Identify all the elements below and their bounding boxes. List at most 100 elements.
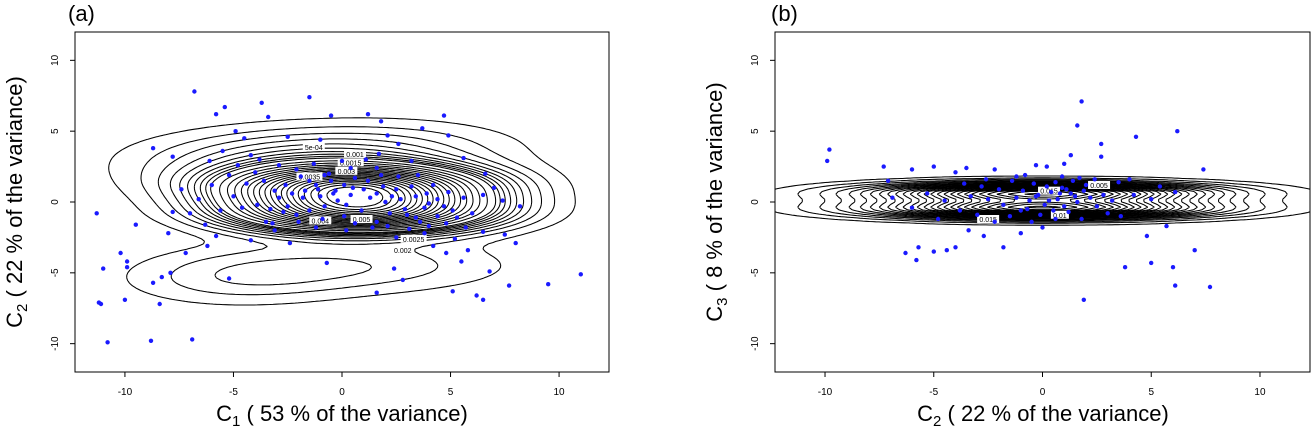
panel-b-data-point: [1127, 177, 1132, 182]
panel-a-data-point: [370, 225, 375, 230]
panel-a-data-point: [389, 194, 395, 199]
panel-b-data-point: [1022, 172, 1028, 178]
panel-b-y-tick-label: 10: [750, 54, 761, 66]
panel-b-contour-label-0: 0.005: [1090, 183, 1108, 190]
panel-a-contour-level-9: [210, 157, 497, 234]
panel-b-data-point: [1207, 284, 1213, 290]
panel-b-data-point: [1079, 99, 1084, 104]
panel-a-data-point: [289, 191, 295, 196]
panel-a-contour-label-bg-8: [391, 246, 414, 255]
panel-b-data-point: [964, 165, 969, 171]
panel-b-data-point: [944, 248, 949, 253]
panel-b-y-tick-label: -10: [750, 336, 761, 351]
panel-a-data-point: [344, 202, 349, 207]
panel-b-data-point: [1175, 129, 1180, 134]
panel-a-data-point: [409, 184, 414, 189]
panel-b-x-tick-label: 5: [1148, 387, 1154, 398]
panel-a-data-point: [170, 154, 175, 159]
panel-b-data-point: [992, 167, 997, 172]
panel-a-data-point: [348, 165, 353, 171]
panel-a-data-point: [402, 206, 408, 212]
panel-b-data-point: [1170, 265, 1176, 270]
panel-a-data-point: [242, 136, 247, 141]
panel-b-data-point: [1075, 199, 1080, 205]
panel-a-data-point: [150, 280, 156, 285]
panel-b-data-point: [903, 250, 908, 256]
panel-a-data-point: [506, 283, 512, 288]
panel-a-data-point: [385, 133, 390, 138]
panel-a-data-point: [313, 225, 319, 230]
panel-b-data-point: [981, 233, 986, 239]
panel-b-data-point: [1092, 177, 1097, 182]
panel-b-data-point: [1014, 174, 1019, 179]
panel-b-data-point: [1044, 184, 1050, 189]
panel-a-data-point: [359, 208, 364, 213]
panel-a-data-point: [378, 172, 384, 178]
panel-a-data-point: [374, 165, 379, 171]
panel-a-data-point: [398, 197, 403, 202]
panel-a-data-point: [374, 219, 379, 224]
panel-a-contour-label-bg-0: [302, 142, 325, 151]
panel-b-data-point: [909, 167, 915, 172]
panel-a-contour-level-10: [219, 160, 488, 232]
panel-a-data-point: [307, 208, 312, 213]
panel-b-data-point: [1081, 188, 1087, 193]
panel-a-data-point: [513, 240, 518, 246]
panel-b-data-point: [1164, 223, 1169, 229]
panel-a-data-point: [365, 112, 371, 117]
panel-b-contour-level-2: [819, 178, 1266, 223]
panel-a-contour-label-bg-4: [296, 172, 323, 181]
panel-a-contour-level-13: [240, 166, 468, 228]
panel-a-contour-level-1: [140, 126, 556, 296]
panel-a-contour-level-27: [326, 186, 384, 208]
panel-a-y-axis-title: C2 ( 22 % of the variance): [2, 76, 31, 328]
panel-b-data-point: [1105, 211, 1110, 216]
panel-b-data-point: [1018, 208, 1023, 213]
panel-b-data-point: [1040, 225, 1045, 230]
panel-b-data-point: [1116, 180, 1121, 185]
panel-a-data-point: [431, 243, 436, 249]
panel-a-data-point: [179, 187, 184, 192]
panel-a-data-point: [417, 219, 423, 224]
panel-a-data-point: [213, 112, 219, 117]
panel-b-data-point: [890, 195, 895, 200]
panel-b-data-point: [1057, 191, 1063, 196]
panel-a-data-point: [387, 211, 392, 216]
panel-b-data-point: [1118, 214, 1124, 219]
panel-a-y-tick-label: -10: [50, 336, 61, 351]
panel-a-data-point: [474, 293, 479, 298]
panel-b-data-point: [1157, 184, 1163, 189]
panel-a-data-point: [350, 185, 356, 190]
panel-a-x-tick-label: 0: [339, 387, 345, 398]
panel-a-y-tick-label: 10: [50, 54, 61, 66]
panel-a-x-tick-label: 10: [554, 387, 566, 398]
panel-a-contour-label-3: 0.003: [338, 169, 356, 176]
panel-a-data-point: [307, 95, 312, 100]
panel-b-data-point: [992, 219, 997, 224]
panel-a-data-point: [381, 184, 386, 189]
panel-b-data-point: [1044, 164, 1050, 169]
panel-b-data-point: [1099, 154, 1104, 159]
panel-a-data-point: [259, 100, 264, 106]
panel-a-data-point: [502, 232, 507, 237]
panel-a-data-point: [444, 221, 449, 226]
panel-a-data-point: [546, 282, 551, 287]
panel-b-data-point: [885, 178, 891, 183]
panel-a-data-point: [322, 204, 327, 209]
panel-b-data-point: [1066, 209, 1071, 215]
panel-a-data-point: [407, 226, 412, 232]
panel-a-data-point: [168, 270, 173, 275]
panel-a-data-point: [307, 178, 312, 183]
panel-b-data-point: [1083, 182, 1089, 188]
panel-a-data-point: [394, 187, 399, 192]
panel-a-data-point: [461, 195, 466, 200]
panel-b-data-point: [935, 216, 941, 222]
panel-a-data-point: [192, 89, 197, 94]
panel-a-data-point: [320, 216, 325, 222]
panel-a-data-point: [207, 158, 212, 164]
panel-b-data-point: [962, 181, 967, 186]
panel-b-contour-label-2: 0.015: [979, 217, 997, 224]
panel-a-data-point: [465, 248, 471, 253]
